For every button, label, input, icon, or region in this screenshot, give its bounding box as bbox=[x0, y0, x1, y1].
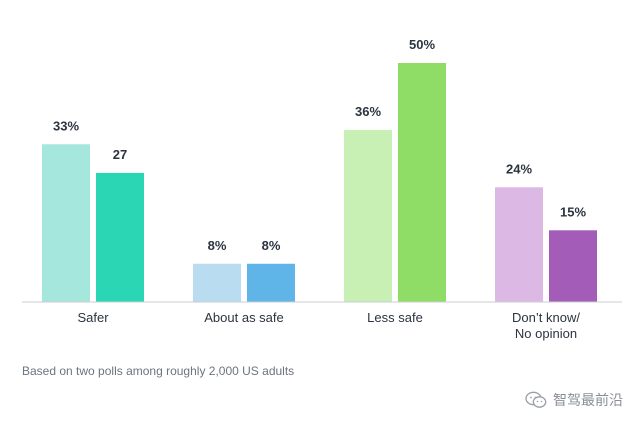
bar-2-0 bbox=[344, 129, 392, 302]
bar-1-1 bbox=[247, 263, 295, 302]
watermark-text: 智驾最前沿 bbox=[553, 393, 623, 409]
category-label-0: Safer bbox=[77, 310, 109, 325]
value-labels-layer: 33% 27 8% 8% 36% 50% 24% 15% bbox=[53, 37, 586, 253]
watermark: 智驾最前沿 bbox=[525, 390, 623, 410]
bar-0-1 bbox=[96, 172, 144, 302]
value-label-0-0: 33% bbox=[53, 118, 79, 133]
bar-3-0 bbox=[495, 187, 543, 302]
value-label-2-1: 50% bbox=[409, 37, 435, 52]
value-label-1-1: 8% bbox=[262, 238, 281, 253]
bar-1-0 bbox=[193, 263, 241, 302]
category-labels-layer: Safer About as safe Less safe Don’t know/No… bbox=[77, 310, 580, 341]
category-label-3: Don’t know/No opinion bbox=[512, 310, 580, 341]
value-label-2-0: 36% bbox=[355, 104, 381, 119]
value-label-1-0: 8% bbox=[208, 238, 227, 253]
category-label-1: About as safe bbox=[204, 310, 284, 325]
bar-0-0 bbox=[42, 144, 90, 302]
category-label-2: Less safe bbox=[367, 310, 423, 325]
bars-layer bbox=[42, 63, 597, 302]
wechat-icon bbox=[525, 391, 547, 408]
value-label-3-1: 15% bbox=[560, 204, 586, 219]
value-label-0-1: 27 bbox=[113, 147, 127, 162]
footnote: Based on two polls among roughly 2,000 U… bbox=[22, 364, 295, 378]
value-label-3-0: 24% bbox=[506, 161, 532, 176]
bar-3-1 bbox=[549, 230, 597, 302]
bar-2-1 bbox=[398, 63, 446, 302]
